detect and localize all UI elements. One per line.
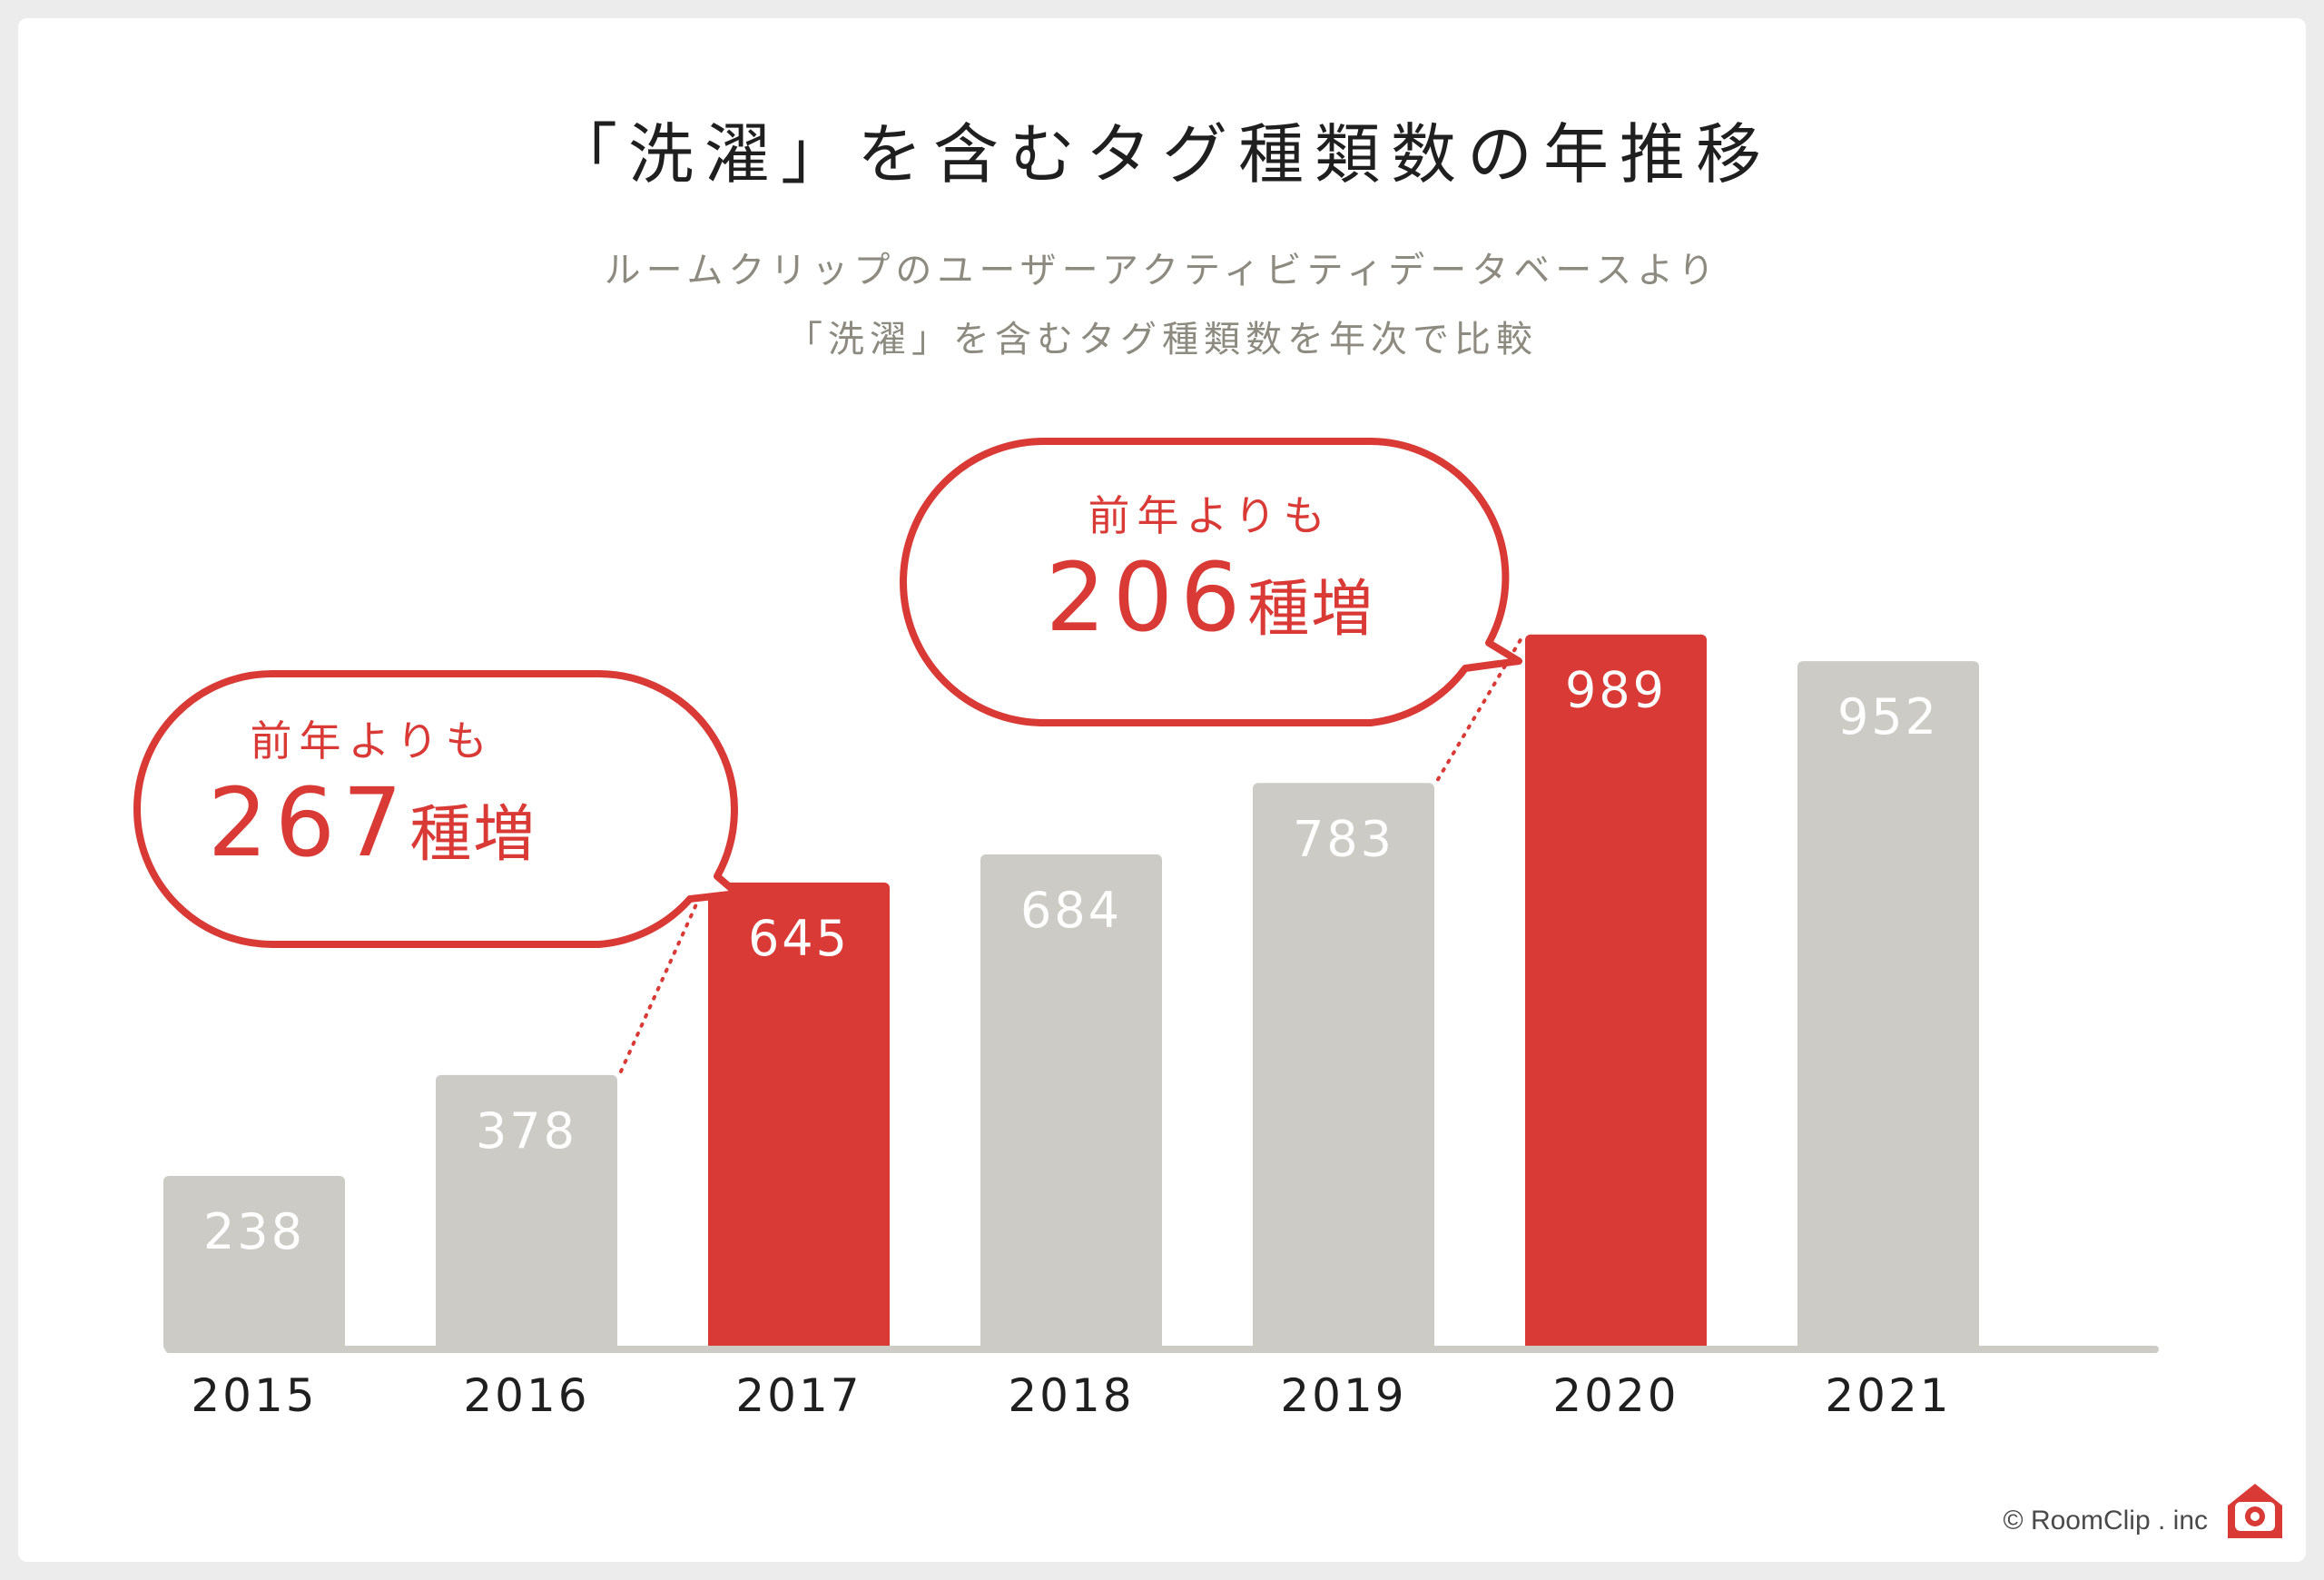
callout-bubble-2	[900, 438, 1522, 726]
callout-2-lead: 前年より	[1088, 491, 1284, 540]
x-tick-label-group: 2015 2016 2017 2018 2019 2020 2021	[191, 1369, 1951, 1422]
house-camera-icon	[2228, 1484, 2282, 1538]
callout-1-text: 前年よりも 267種増	[154, 714, 590, 890]
x-tick-label-2015: 2015	[191, 1369, 317, 1422]
bar-2021	[1797, 661, 1979, 1351]
x-tick-label-2017: 2017	[735, 1369, 862, 1422]
value-label-2017: 645	[748, 910, 850, 967]
bar-2018	[980, 854, 1162, 1351]
x-tick-label-2019: 2019	[1280, 1369, 1406, 1422]
x-tick-label-2018: 2018	[1008, 1369, 1134, 1422]
chart-subtitle-line-1: ルームクリップのユーザーアクティビティデータベースより	[604, 250, 1720, 291]
callout-2-suffix: も	[1283, 491, 1333, 540]
bar-2020	[1525, 634, 1707, 1351]
value-label-2016: 378	[476, 1102, 577, 1160]
callout-1-suffix: も	[445, 716, 495, 765]
bar-group	[163, 634, 1979, 1351]
bar-2017	[708, 882, 890, 1351]
x-tick-label-2021: 2021	[1825, 1369, 1951, 1422]
callout-1-lead: 前年より	[250, 716, 446, 765]
value-label-2019: 783	[1293, 810, 1394, 867]
bar-2015	[163, 1176, 345, 1351]
bar-2016	[436, 1074, 617, 1351]
x-tick-label-2016: 2016	[463, 1369, 589, 1422]
callout-bubble-1	[133, 670, 741, 948]
callout-connector-2	[1436, 636, 1523, 782]
value-label-2018: 684	[1020, 882, 1122, 939]
copyright-credit: © RoomClip . inc	[2003, 1506, 2209, 1536]
bar-2019	[1253, 783, 1434, 1351]
value-label-group: 238 378 645 684 783 989 952	[203, 662, 1939, 1260]
chart-subtitle-line-2: 「洗濯」を含むタグ種類数を年次で比較	[786, 319, 1538, 360]
chart-title: 「洗濯」を含むタグ種類数の年推移	[551, 116, 1772, 193]
value-label-2020: 989	[1565, 662, 1667, 719]
callout-connector-1	[619, 884, 706, 1073]
callout-1-unit: 種増	[409, 799, 537, 871]
callout-connector-group	[619, 636, 1523, 1073]
callout-1-number: 267	[207, 767, 410, 878]
x-tick-label-2020: 2020	[1552, 1369, 1679, 1422]
value-label-2015: 238	[203, 1203, 305, 1260]
callout-2-text: 前年よりも 206種増	[992, 489, 1428, 665]
callout-2-unit: 種増	[1247, 574, 1375, 646]
value-label-2021: 952	[1837, 688, 1939, 746]
callout-2-number: 206	[1045, 542, 1248, 653]
